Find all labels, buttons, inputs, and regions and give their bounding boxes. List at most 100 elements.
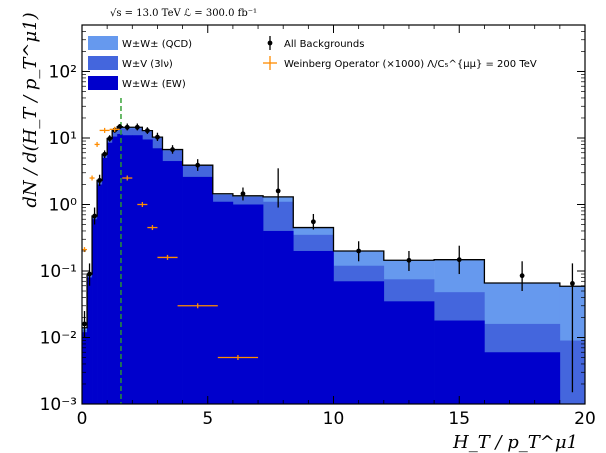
background-marker-0 — [82, 321, 87, 327]
bar-0-5 — [107, 142, 113, 404]
background-point-7 — [117, 124, 123, 130]
y-tick-label-1: 10⁻² — [40, 328, 77, 348]
signal-point-7 — [147, 225, 158, 231]
background-point-15 — [275, 168, 281, 208]
background-point-5 — [107, 135, 113, 142]
background-point-21 — [570, 263, 575, 393]
bar-0-11 — [152, 148, 163, 404]
x-tick-label-1: 5 — [202, 409, 213, 429]
legend-label-signal: Weinberg Operator (×1000) Λ/C₅^{μμ} = 20… — [284, 59, 537, 70]
chart-header: √s = 13.0 TeV ℒ = 300.0 fb⁻¹ — [110, 8, 257, 19]
bar-0-3 — [97, 184, 103, 404]
background-marker-7 — [117, 124, 123, 130]
bar-0-14 — [212, 201, 234, 404]
background-marker-19 — [456, 257, 462, 263]
background-marker-21 — [570, 281, 575, 286]
bar-0-19 — [383, 301, 435, 404]
background-point-2 — [92, 207, 97, 225]
background-point-0 — [82, 311, 87, 338]
signal-point-1 — [89, 175, 95, 181]
bar-0-16 — [263, 230, 294, 404]
plot-area — [82, 97, 586, 405]
background-marker-2 — [92, 213, 97, 219]
bar-0-15 — [232, 204, 264, 404]
bar-0-8 — [122, 135, 133, 405]
bar-0-12 — [162, 161, 183, 404]
y-tick-label-3: 10⁰ — [49, 195, 78, 215]
signal-point-10 — [217, 355, 259, 361]
legend-label-2: W±W± (EW) — [122, 79, 186, 90]
x-tick-label-2: 10 — [323, 409, 345, 429]
bar-0-9 — [132, 135, 143, 405]
bar-0-2 — [92, 219, 98, 404]
legend-swatch-0 — [88, 36, 118, 50]
legend-swatch-2 — [88, 76, 118, 90]
bar-0-4 — [102, 158, 108, 404]
background-point-17 — [356, 241, 362, 262]
background-marker-4 — [102, 151, 108, 157]
legend-bg-marker — [267, 40, 273, 46]
signal-point-5 — [122, 175, 133, 181]
y-tick-label-2: 10⁻¹ — [40, 262, 77, 282]
background-point-10 — [144, 127, 150, 134]
background-marker-17 — [356, 248, 362, 254]
background-point-16 — [310, 213, 316, 230]
axis-ticks: 0 5 10 15 20 10⁻³ 10⁻² 10⁻¹ 10⁰ 10¹ 10² — [40, 24, 596, 429]
background-point-8 — [124, 123, 130, 131]
background-marker-20 — [519, 273, 525, 279]
background-marker-14 — [240, 191, 246, 197]
background-marker-11 — [155, 134, 160, 140]
bar-0-17 — [293, 250, 334, 404]
bar-0-0 — [82, 332, 88, 404]
bar-0-21 — [484, 352, 561, 404]
bar-0-20 — [434, 320, 485, 404]
bar-0-6 — [112, 136, 118, 404]
y-tick-label-5: 10² — [49, 62, 77, 82]
background-point-11 — [155, 132, 160, 142]
background-point-1 — [87, 263, 92, 286]
bar-0-10 — [142, 139, 153, 404]
bar-0-1 — [87, 277, 93, 404]
signal-point-3 — [99, 127, 110, 133]
legend-label-0: W±W± (QCD) — [122, 39, 192, 50]
background-marker-10 — [144, 128, 150, 134]
background-marker-3 — [97, 178, 103, 183]
signal-point-8 — [157, 254, 178, 260]
legend-label-background: All Backgrounds — [284, 39, 364, 50]
background-marker-5 — [107, 136, 113, 141]
background-marker-16 — [310, 219, 316, 225]
y-tick-label-4: 10¹ — [49, 129, 77, 149]
x-tick-label-0: 0 — [77, 409, 88, 429]
bar-0-18 — [333, 281, 385, 404]
y-tick-label-0: 10⁻³ — [40, 395, 77, 415]
background-point-14 — [240, 187, 246, 201]
x-axis-label: H_T / p_T^μ1 — [452, 432, 578, 453]
signal-point-2 — [94, 141, 100, 147]
x-tick-label-4: 20 — [574, 409, 596, 429]
background-marker-18 — [406, 257, 412, 263]
background-marker-9 — [134, 124, 140, 130]
background-point-18 — [406, 250, 412, 271]
background-point-20 — [519, 261, 525, 292]
legend: W±W± (QCD) W±V (3lν) W±W± (EW) All Backgrou… — [88, 36, 537, 90]
bar-0-13 — [182, 176, 214, 404]
background-marker-12 — [170, 147, 175, 152]
background-point-3 — [97, 174, 103, 186]
background-marker-13 — [195, 162, 201, 168]
background-marker-15 — [275, 188, 281, 194]
bar-0-7 — [117, 133, 123, 404]
total-step-line — [82, 126, 585, 329]
background-point-12 — [170, 145, 175, 154]
x-tick-label-3: 15 — [448, 409, 470, 429]
signal-point-9 — [177, 303, 218, 309]
background-marker-1 — [87, 271, 92, 277]
background-point-19 — [456, 245, 462, 275]
background-point-9 — [134, 123, 140, 131]
background-point-13 — [195, 159, 201, 171]
y-axis-label: dN / d(H_T / p_T^μ1) — [20, 12, 41, 207]
background-point-4 — [102, 150, 108, 159]
signal-point-4 — [109, 126, 120, 132]
signal-point-6 — [137, 201, 148, 207]
legend-label-1: W±V (3lν) — [122, 59, 173, 70]
